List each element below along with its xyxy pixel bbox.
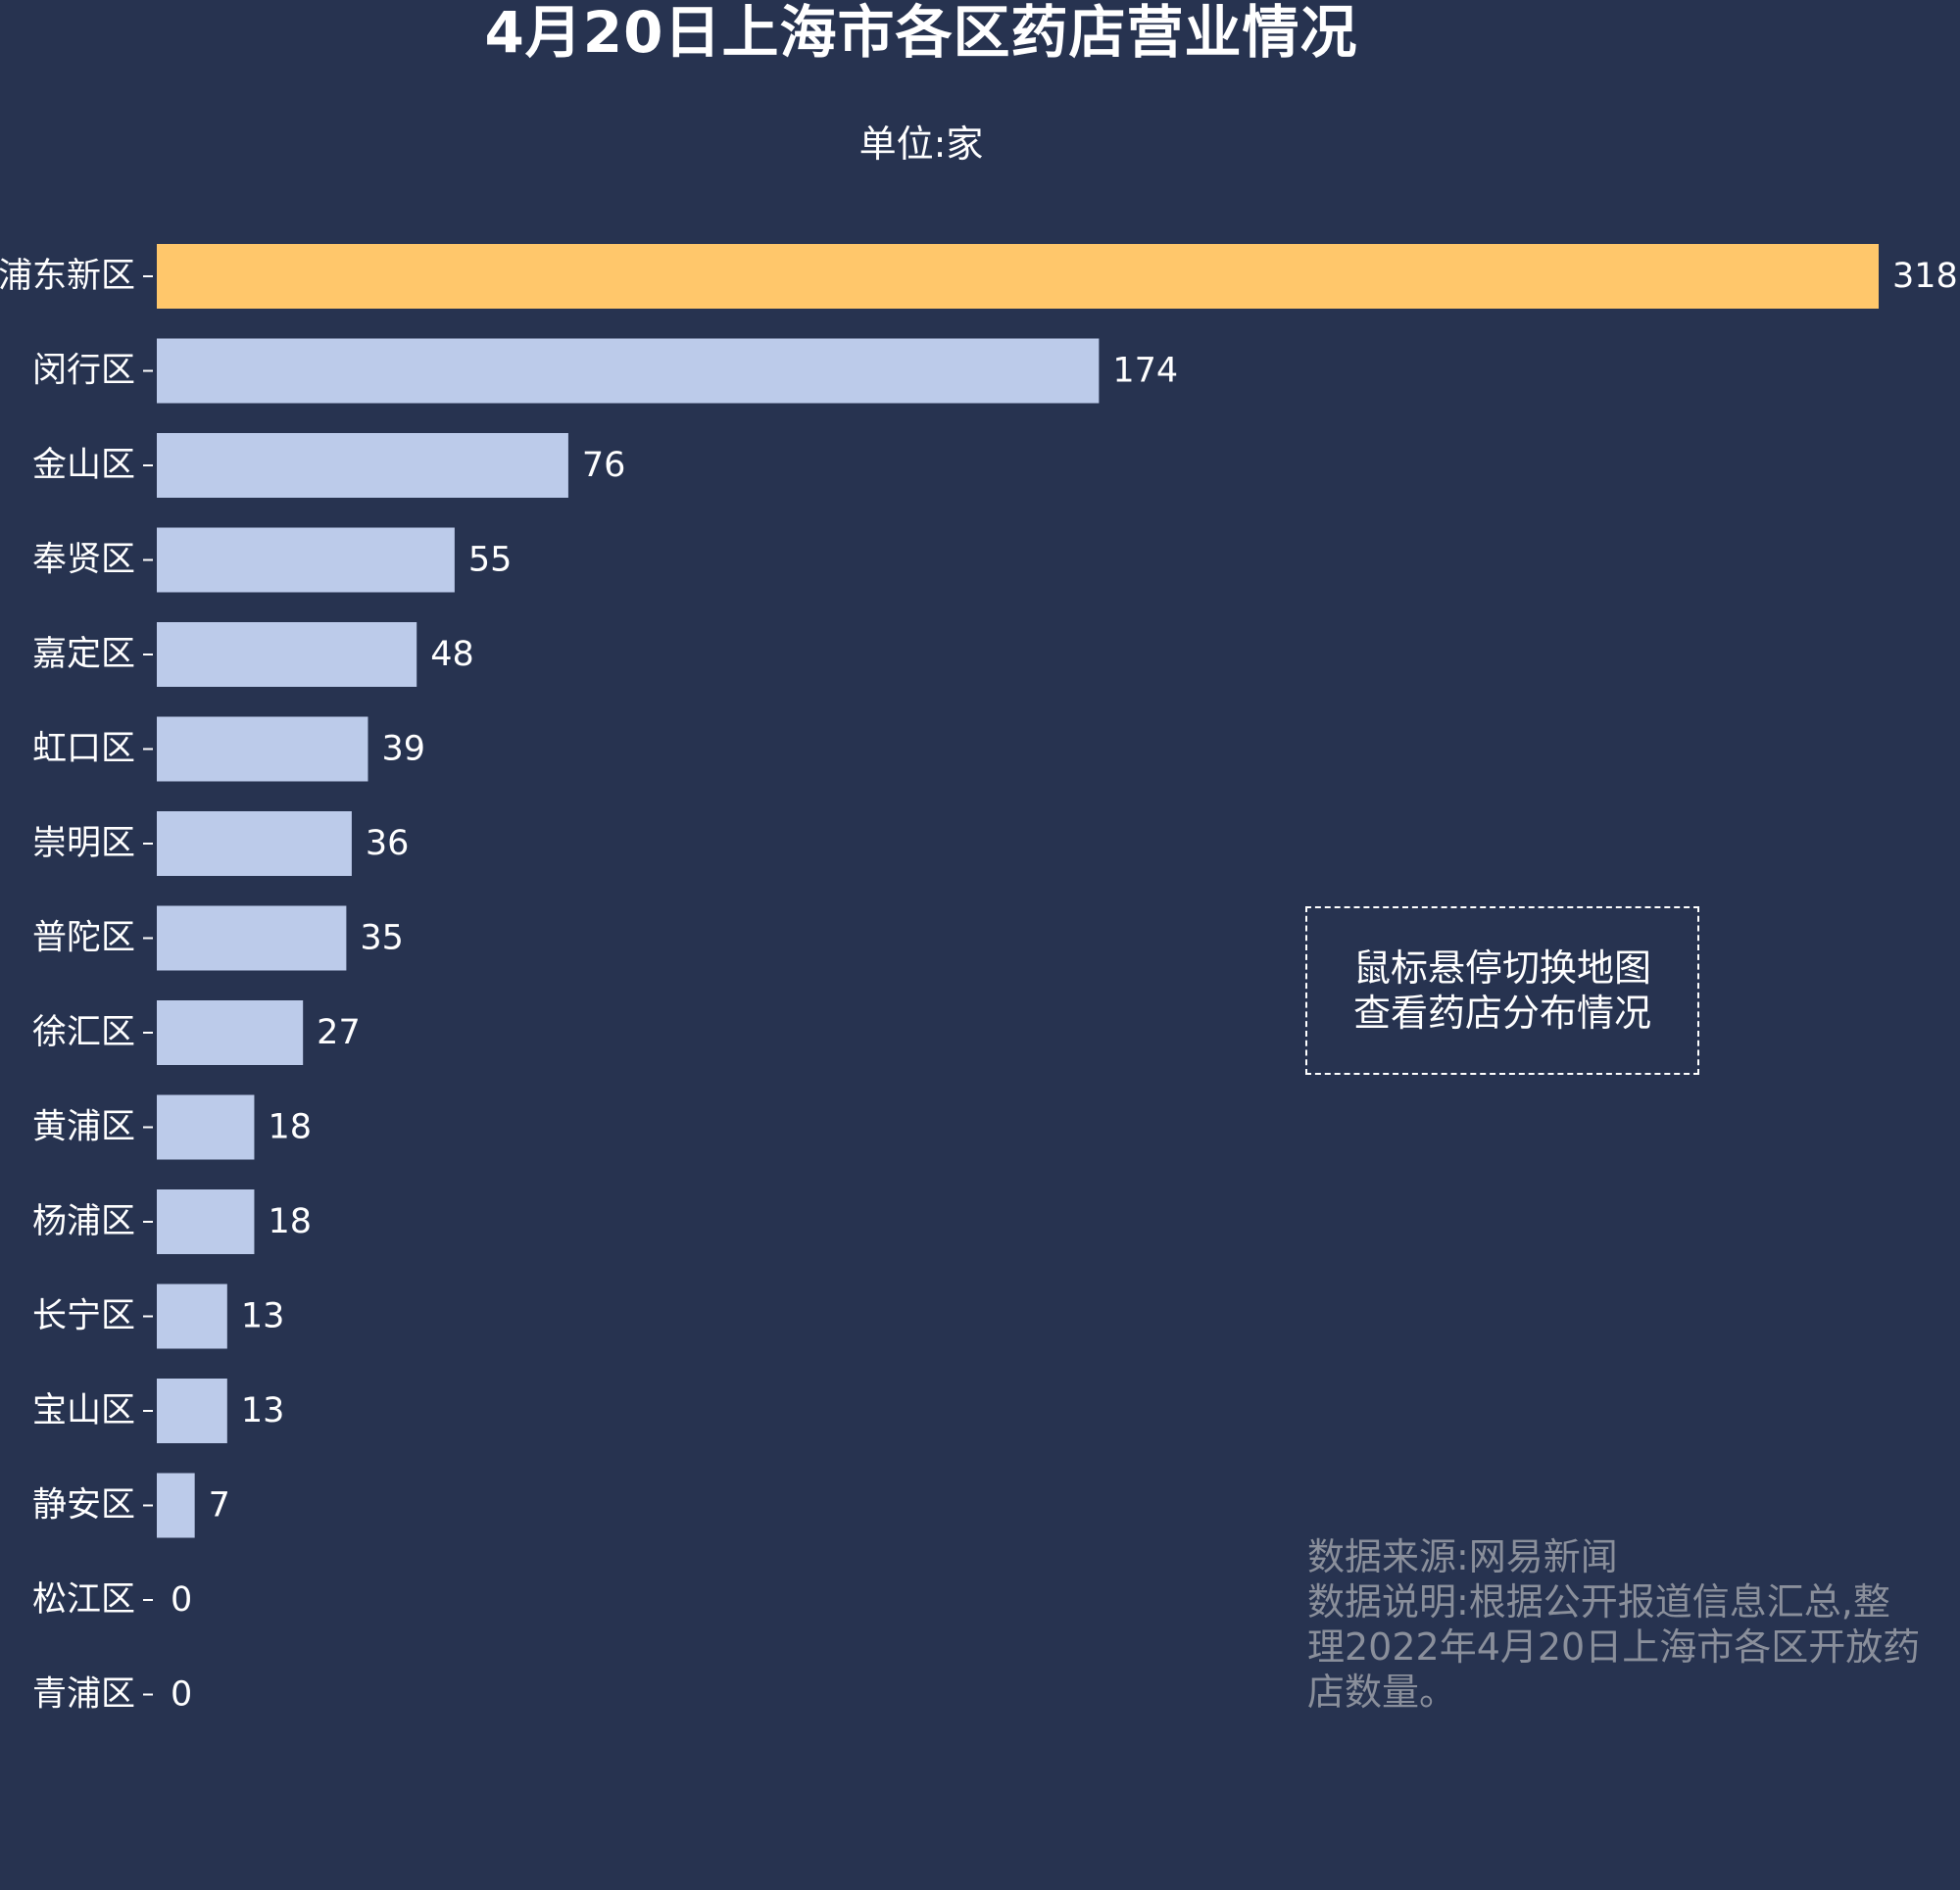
bar[interactable]	[157, 716, 368, 782]
data-label: 48	[430, 635, 474, 674]
y-axis-tick-label: 青浦区	[32, 1675, 135, 1715]
y-axis-tick-label: 浦东新区	[0, 257, 135, 296]
data-label: 0	[171, 1675, 192, 1715]
y-axis-tick-label: 宝山区	[32, 1391, 135, 1430]
chart-title: 4月20日上海市各区药店营业情况	[484, 0, 1358, 66]
y-axis-tick-label: 虹口区	[32, 730, 135, 769]
data-label: 76	[582, 446, 626, 485]
data-label: 18	[268, 1202, 312, 1241]
y-axis-tick-label: 松江区	[32, 1580, 135, 1620]
bar[interactable]	[157, 338, 1100, 404]
bar[interactable]	[157, 1094, 255, 1160]
bar[interactable]	[157, 1284, 227, 1349]
y-axis-tick-label: 嘉定区	[32, 635, 135, 674]
bar[interactable]	[157, 244, 1879, 309]
bar[interactable]	[157, 1379, 227, 1443]
data-label: 318	[1892, 257, 1958, 296]
data-label: 13	[241, 1391, 285, 1430]
bar[interactable]	[157, 527, 455, 593]
data-label: 36	[366, 824, 410, 863]
data-note-line-3: 店数量。	[1307, 1671, 1457, 1714]
data-note: 数据来源:网易新闻 数据说明:根据公开报道信息汇总,整 理2022年4月20日上…	[1307, 1534, 1931, 1715]
data-label: 7	[209, 1486, 230, 1526]
data-source: 数据来源:网易新闻	[1307, 1535, 1618, 1578]
y-axis-tick-label: 金山区	[32, 446, 135, 485]
bar[interactable]	[157, 433, 568, 498]
bar[interactable]	[157, 1000, 304, 1065]
chart-subtitle: 单位:家	[858, 122, 984, 166]
hint-line-2: 查看药店分布情况	[1352, 992, 1651, 1035]
data-label: 35	[360, 919, 404, 958]
data-note-line-2: 理2022年4月20日上海市各区开放药	[1307, 1625, 1921, 1669]
data-label: 0	[171, 1580, 192, 1620]
y-axis-tick-label: 奉贤区	[32, 541, 135, 580]
data-label: 18	[268, 1108, 312, 1147]
y-axis-tick-label: 崇明区	[32, 824, 135, 863]
data-label: 174	[1112, 352, 1178, 391]
bar[interactable]	[157, 622, 417, 687]
data-label: 13	[241, 1297, 285, 1336]
bar[interactable]	[157, 1189, 255, 1254]
bar[interactable]	[157, 905, 347, 971]
y-axis-tick-label: 闵行区	[32, 352, 135, 391]
data-note-line-1: 数据说明:根据公开报道信息汇总,整	[1307, 1580, 1890, 1623]
y-axis-tick-label: 徐汇区	[32, 1013, 135, 1052]
y-axis-tick-label: 杨浦区	[32, 1202, 135, 1241]
bar[interactable]	[157, 811, 352, 876]
data-label: 55	[468, 541, 513, 580]
data-label: 39	[381, 730, 425, 769]
data-label: 27	[317, 1013, 361, 1052]
y-axis-tick-label: 普陀区	[32, 919, 135, 958]
bar[interactable]	[157, 1473, 195, 1538]
hint-line-1: 鼠标悬停切换地图	[1352, 946, 1651, 990]
y-axis-tick-label: 静安区	[32, 1486, 135, 1526]
y-axis-tick-label: 黄浦区	[32, 1108, 135, 1147]
map-switch-hint[interactable]: 鼠标悬停切换地图 查看药店分布情况	[1305, 906, 1699, 1075]
y-axis-tick-label: 长宁区	[32, 1297, 135, 1336]
